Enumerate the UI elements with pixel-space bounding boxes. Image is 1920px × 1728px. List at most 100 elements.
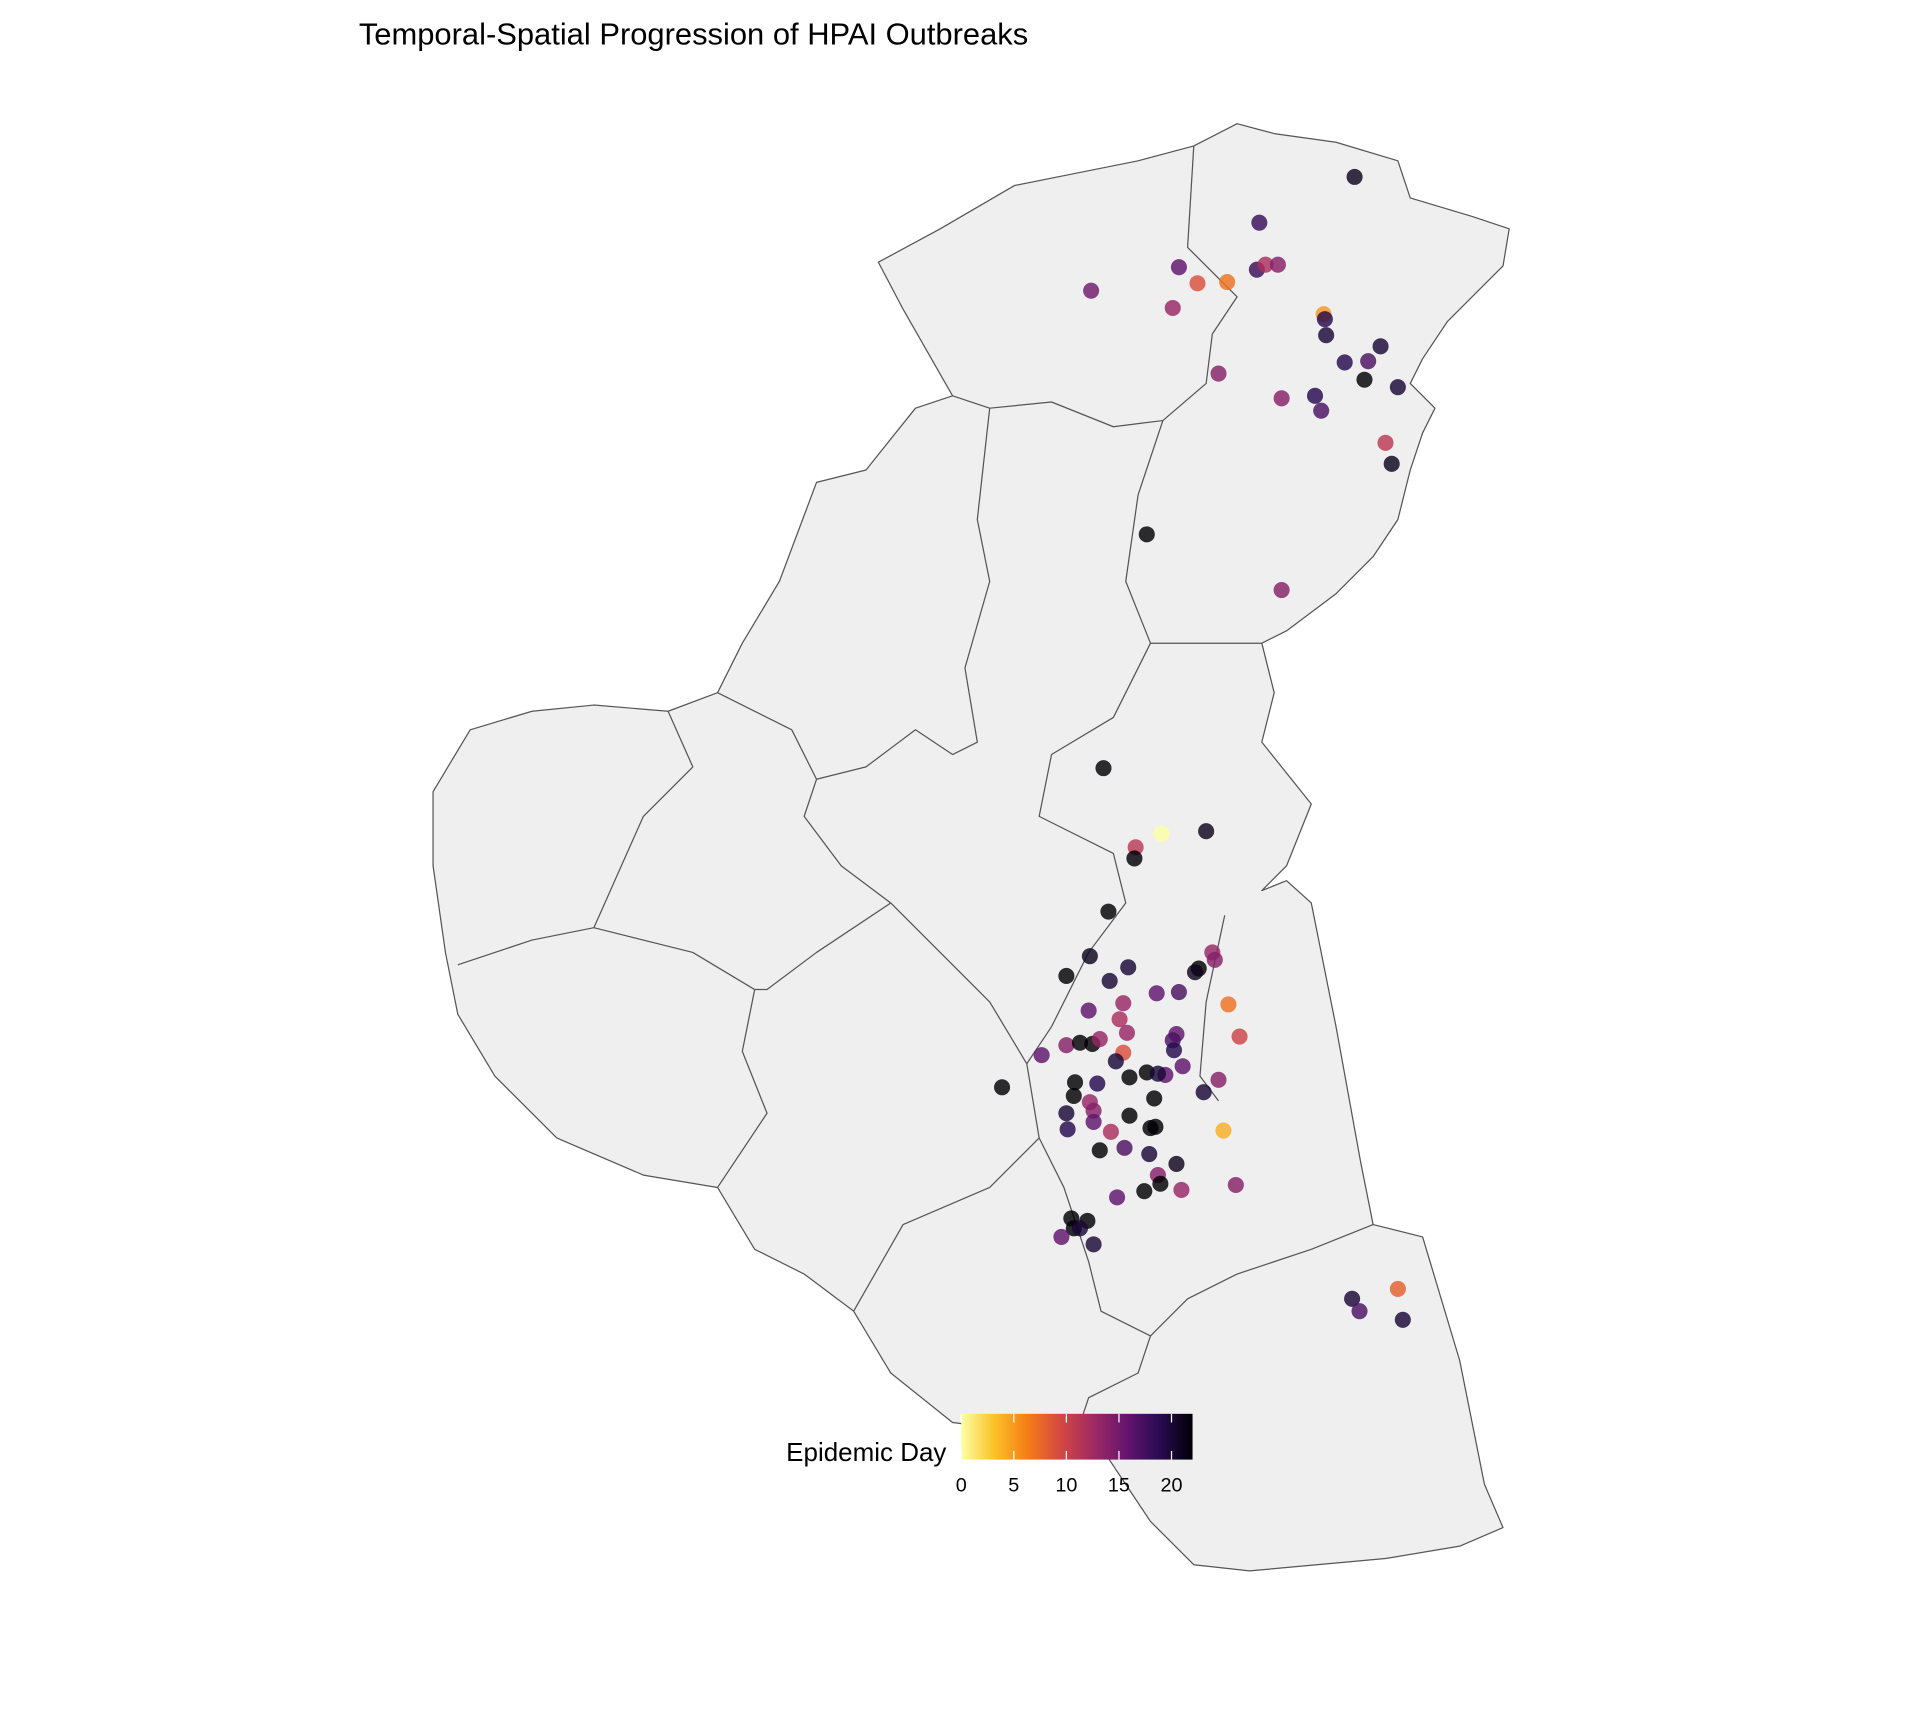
outbreak-point [1306,387,1324,404]
outbreak-point [1066,1074,1084,1091]
outbreak-point [1085,1113,1102,1130]
outbreak-point [1351,1303,1368,1320]
outbreak-point [1269,256,1286,273]
outbreak-point [1118,1024,1136,1041]
legend-title: Epidemic Day [786,1437,946,1467]
outbreak-point [1058,967,1075,984]
outbreak-point [1215,1122,1232,1139]
outbreak-point [1091,1142,1108,1159]
outbreak-point [1231,1028,1248,1045]
map-border [1125,420,1262,644]
outbreak-point [1121,1107,1138,1124]
outbreak-point [1313,402,1330,419]
outbreak-point [1316,311,1333,328]
outbreak-point [1173,1181,1190,1198]
outbreak-point [1346,168,1363,185]
map [432,123,1510,1572]
outbreak-point [1189,275,1206,292]
outbreak-point [1195,1084,1212,1101]
outbreak-point [1206,951,1223,968]
outbreak-point [1058,1105,1075,1122]
map-border [952,145,1238,428]
chart-title: Temporal-Spatial Progression of HPAI Out… [359,17,1028,52]
outbreak-point [994,1079,1011,1096]
colorbar-tick-label: 5 [1008,1475,1019,1497]
outbreak-point [1100,903,1117,920]
outbreak-point [1121,1069,1138,1086]
outbreak-point [1152,1175,1169,1192]
outbreak-point [1053,1228,1070,1245]
outbreak-point [1091,1030,1108,1048]
outbreak-point [1081,948,1098,965]
colorbar-tick-label: 15 [1108,1475,1130,1497]
outbreak-point [1164,299,1181,317]
outbreak-point [1136,1183,1153,1200]
outbreak-point [1107,1053,1124,1070]
outbreak-point [1210,1071,1227,1088]
outbreak-point [1344,1290,1361,1307]
outbreak-point [1149,1065,1166,1082]
map-border [1026,642,1152,1065]
outbreak-point [1126,850,1143,867]
outbreak-point [1198,823,1215,840]
outbreak-point [1273,390,1290,407]
map-region [432,123,1510,1572]
map-border [457,710,694,966]
outbreak-point [1101,972,1118,989]
outbreak-point [1058,1037,1075,1054]
map-border [717,692,1040,1312]
outbreak-point [1383,455,1400,472]
outbreak-point [1071,1220,1089,1237]
outbreak-point [1210,365,1227,382]
outbreak-point [1220,996,1237,1013]
outbreak-point [1115,995,1132,1012]
outbreak-point [1147,1118,1164,1135]
outbreak-point [1153,825,1170,842]
outbreak-point [1071,1034,1089,1051]
outbreak-point [1141,1146,1158,1163]
outbreak-point [1389,1280,1406,1297]
outbreak-point [1377,434,1394,451]
outbreak-point [1165,1042,1183,1059]
outbreak-point [1318,327,1335,344]
outbreak-point [1111,1011,1128,1028]
outbreak-point [1168,1155,1185,1172]
outbreak-point [1083,282,1100,299]
outbreak-point [1059,1121,1076,1138]
points [994,168,1411,1328]
map-border [593,927,768,1188]
outbreak-point [1033,1047,1050,1064]
outbreak-point [1109,1189,1126,1206]
outbreak-point [1138,526,1155,543]
outbreak-point [1116,1139,1133,1156]
outbreak-point [1360,353,1377,370]
outbreak-point [1065,1087,1082,1104]
outbreak-point [1170,983,1187,1001]
colorbar-tick-label: 10 [1055,1475,1077,1497]
outbreak-point [1227,1176,1244,1194]
outbreak-point [1102,1123,1119,1140]
outbreak-point [1170,259,1187,276]
outbreak-point [1174,1058,1191,1075]
outbreak-point [1336,354,1353,371]
outbreak-point [1273,581,1290,599]
outbreak-point [1219,273,1236,291]
outbreak-point [1257,256,1274,273]
map-border [754,902,892,991]
outbreak-point [1148,985,1165,1002]
outbreak-point [1251,214,1268,231]
outbreak-point [1085,1236,1102,1253]
outbreak-point [1372,338,1389,355]
outbreak-point [1356,371,1373,388]
outbreak-point [1080,1002,1097,1019]
map-border [816,408,991,780]
outbreak-point [1389,379,1406,396]
outbreak-point [1186,964,1204,981]
colorbar-tick-label: 0 [956,1475,967,1497]
outbreak-point [1120,959,1137,976]
outbreak-point [1394,1311,1411,1328]
outbreak-point [1146,1090,1163,1107]
outbreak-point [1085,1102,1102,1119]
outbreak-point [1095,760,1112,777]
